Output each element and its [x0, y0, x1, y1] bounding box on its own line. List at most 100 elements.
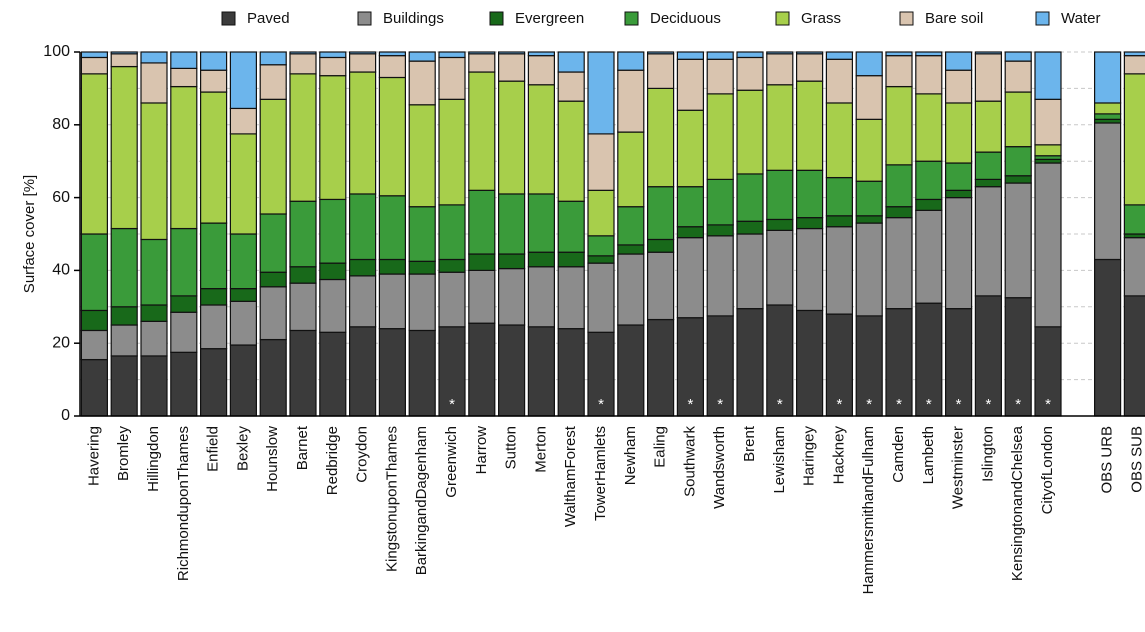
x-tick-label: Ealing — [652, 426, 669, 468]
bar-segment — [468, 253, 496, 272]
bar-segment — [885, 206, 913, 219]
x-tick-label: Camden — [890, 426, 907, 483]
bar-segment — [736, 173, 764, 222]
bar-segment — [349, 71, 377, 195]
bar-segment — [1004, 175, 1032, 184]
bar-segment — [825, 102, 854, 179]
bar-segment — [1123, 237, 1145, 297]
bar-segment — [498, 51, 526, 55]
bar-segment — [378, 76, 406, 197]
bar-segment — [587, 189, 615, 237]
bar-segment — [200, 348, 228, 417]
x-tick-label: Harrow — [473, 426, 490, 475]
bar-segment — [1004, 146, 1032, 177]
annotation: * — [777, 396, 783, 413]
bar-segment — [795, 227, 824, 312]
bar-segment — [795, 80, 824, 171]
x-tick-label: Greenwich — [443, 426, 460, 498]
bar-segment — [1093, 122, 1122, 261]
bar-segment — [676, 51, 705, 60]
x-tick-label: Barnet — [294, 425, 311, 470]
bar-segment — [736, 56, 764, 91]
bar-segment — [378, 51, 406, 57]
bar-segment — [468, 322, 496, 417]
bar-segment — [378, 258, 406, 275]
y-axis-label: Surface cover [%] — [21, 175, 38, 293]
bar-segment — [110, 324, 138, 357]
bar-segment — [140, 355, 168, 417]
bar-segment — [557, 251, 585, 268]
bar-segment — [527, 55, 556, 86]
y-tick-label: 0 — [61, 407, 70, 424]
x-tick-label: Hounslow — [264, 426, 281, 492]
bar-segment — [170, 85, 198, 230]
annotation: * — [926, 396, 932, 413]
legend-label: Evergreen — [515, 10, 584, 27]
bar-segment — [170, 227, 198, 297]
bar-segment — [1093, 102, 1122, 115]
bar-segment — [736, 89, 764, 175]
bar-segment — [944, 51, 973, 71]
bar-segment — [646, 318, 675, 417]
bar-segment — [408, 51, 436, 62]
bar-segment — [200, 304, 228, 350]
y-tick-label: 20 — [52, 334, 70, 351]
bar-segment — [229, 133, 257, 235]
bar-segment — [110, 51, 138, 55]
legend-swatch — [357, 11, 372, 26]
bar-segment — [527, 251, 556, 268]
bar-segment — [438, 56, 466, 100]
bar-segment — [617, 131, 645, 208]
bar-segment — [289, 53, 317, 75]
bar-segment — [140, 304, 168, 322]
bar-segment — [587, 262, 615, 333]
bar-segment — [438, 271, 466, 328]
bar-segment — [706, 178, 734, 226]
bar-segment — [378, 273, 406, 330]
bar-segment — [646, 51, 675, 55]
bar-segment — [795, 169, 824, 219]
bar-segment — [915, 55, 943, 95]
bar-segment — [468, 71, 496, 191]
annotation: * — [717, 396, 723, 413]
bar-segment — [1004, 91, 1032, 148]
bar-segment — [170, 351, 198, 417]
bar-segment — [557, 266, 585, 330]
bar-segment — [766, 51, 794, 55]
bar-segment — [825, 51, 854, 60]
bar-segment — [80, 51, 109, 59]
bar-segment — [915, 160, 943, 201]
bar-segment — [885, 164, 913, 208]
bar-segment — [855, 222, 883, 317]
bar-segment — [1093, 113, 1122, 120]
legend-swatch — [624, 11, 639, 26]
x-tick-label: Islington — [979, 426, 996, 482]
bar-segment — [974, 151, 1003, 181]
legend-label: Paved — [247, 10, 290, 27]
bar-segment — [289, 73, 317, 202]
bar-segment — [229, 344, 257, 417]
bar-segment — [557, 51, 585, 73]
y-tick-label: 60 — [52, 189, 70, 206]
bar-segment — [855, 118, 883, 182]
legend-swatch — [221, 11, 236, 26]
bar-segment — [80, 329, 109, 361]
bar-segment — [855, 51, 883, 77]
bar-segment — [646, 251, 675, 321]
bar-segment — [110, 355, 138, 417]
bar-segment — [110, 53, 138, 68]
bar-segment — [140, 238, 168, 306]
bar-segment — [676, 237, 705, 319]
bar-segment — [736, 220, 764, 235]
bar-segment — [646, 238, 675, 253]
legend-label: Bare soil — [925, 10, 983, 27]
bar-segment — [676, 186, 705, 228]
x-tick-label: TowerHamlets — [592, 426, 609, 521]
bar-segment — [289, 200, 317, 268]
legend-swatch — [489, 11, 504, 26]
bar-segment — [617, 253, 645, 326]
bar-segment — [944, 102, 973, 164]
bar-segment — [915, 198, 943, 211]
bar-segment — [319, 278, 347, 333]
bar-segment — [378, 55, 406, 79]
